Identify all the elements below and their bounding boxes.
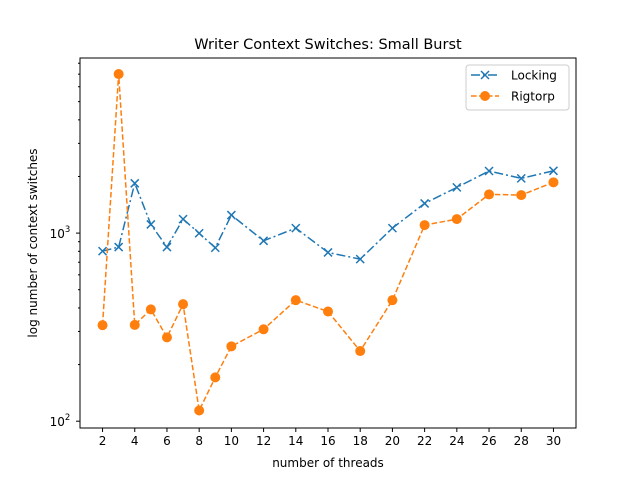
data-point-locking xyxy=(355,254,365,264)
x-marker xyxy=(387,223,397,233)
x-marker xyxy=(516,173,526,183)
y-tick-label: 102 xyxy=(50,413,71,429)
data-point-rigtorp xyxy=(387,295,398,306)
legend: Locking Rigtorp xyxy=(465,64,570,111)
data-point-rigtorp xyxy=(129,319,140,330)
x-tick-label: 12 xyxy=(256,434,271,448)
x-marker xyxy=(162,242,172,252)
data-point-locking xyxy=(162,242,172,252)
data-point-locking xyxy=(548,166,558,176)
data-point-rigtorp xyxy=(419,220,430,231)
data-point-rigtorp xyxy=(516,190,527,201)
axes-frame xyxy=(79,57,577,429)
legend-label-rigtorp: Rigtorp xyxy=(511,90,555,104)
x-tick-label: 10 xyxy=(224,434,239,448)
data-point-rigtorp xyxy=(548,177,559,188)
x-tick-label: 8 xyxy=(195,434,203,448)
x-marker xyxy=(194,228,204,238)
data-point-rigtorp xyxy=(97,320,108,331)
x-marker xyxy=(210,243,220,253)
x-tick-label: 28 xyxy=(514,434,529,448)
legend-box xyxy=(465,64,570,111)
chart-title: Writer Context Switches: Small Burst xyxy=(194,37,462,53)
data-point-locking xyxy=(114,242,124,252)
y-axis-label: log number of context switches xyxy=(26,148,40,337)
data-point-rigtorp xyxy=(323,306,333,317)
x-tick-label: 16 xyxy=(320,434,335,448)
x-marker xyxy=(420,198,430,208)
data-point-locking xyxy=(259,236,269,246)
x-marker xyxy=(323,247,333,257)
data-point-locking xyxy=(323,247,333,257)
x-tick-label: 14 xyxy=(288,434,303,448)
x-marker xyxy=(355,254,365,264)
x-marker xyxy=(226,210,236,220)
x-marker xyxy=(452,182,462,192)
y-tick-label: 103 xyxy=(50,225,71,241)
x-tick-label: 30 xyxy=(546,434,561,448)
data-point-locking xyxy=(210,243,220,253)
x-marker xyxy=(178,214,188,224)
data-point-rigtorp xyxy=(113,69,124,80)
data-point-locking xyxy=(452,182,462,192)
x-marker xyxy=(484,166,494,176)
data-point-locking xyxy=(516,173,526,183)
data-point-rigtorp xyxy=(226,341,237,352)
x-tick-label: 26 xyxy=(481,434,496,448)
data-point-rigtorp xyxy=(210,372,221,383)
x-axis-label: number of threads xyxy=(272,456,384,470)
x-tick-label: 6 xyxy=(163,434,171,448)
x-marker xyxy=(98,246,108,256)
x-marker xyxy=(259,236,269,246)
data-point-rigtorp xyxy=(290,295,301,306)
data-point-rigtorp xyxy=(451,214,462,225)
x-marker xyxy=(548,166,558,176)
data-point-locking xyxy=(178,214,188,224)
data-point-locking xyxy=(484,166,494,176)
data-point-locking xyxy=(420,198,430,208)
x-marker xyxy=(114,242,124,252)
legend-marker xyxy=(480,91,490,101)
x-tick-label: 24 xyxy=(449,434,464,448)
data-point-locking xyxy=(387,223,397,233)
x-marker xyxy=(130,178,140,188)
data-point-locking xyxy=(194,228,204,238)
data-point-rigtorp xyxy=(145,304,156,315)
legend-marker xyxy=(480,70,490,80)
data-point-rigtorp xyxy=(355,346,366,357)
data-point-rigtorp xyxy=(178,299,189,310)
data-point-locking xyxy=(291,223,301,233)
legend-label-locking: Locking xyxy=(511,69,557,83)
data-point-rigtorp xyxy=(258,324,269,335)
x-tick-label: 22 xyxy=(417,434,432,448)
x-tick-label: 18 xyxy=(353,434,368,448)
x-tick-label: 20 xyxy=(385,434,400,448)
data-point-locking xyxy=(98,246,108,256)
data-point-rigtorp xyxy=(484,189,495,200)
data-point-locking xyxy=(146,219,156,229)
data-point-locking xyxy=(130,178,140,188)
x-tick-label: 4 xyxy=(131,434,139,448)
x-tick-label: 2 xyxy=(99,434,107,448)
x-marker xyxy=(291,223,301,233)
data-point-locking xyxy=(226,210,236,220)
data-point-rigtorp xyxy=(161,332,172,343)
x-marker xyxy=(146,219,156,229)
x-marker xyxy=(480,70,490,80)
data-point-rigtorp xyxy=(194,405,205,416)
